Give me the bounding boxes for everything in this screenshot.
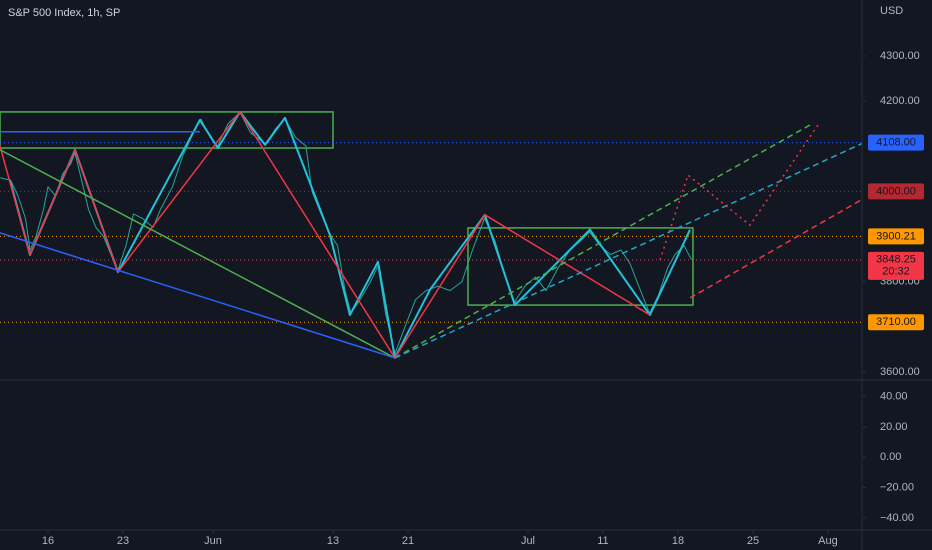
y-tick-label: 4200.00 (880, 95, 920, 107)
y-tick-label: 3600.00 (880, 366, 920, 378)
main-pane (0, 110, 862, 359)
price-label-bg (868, 314, 924, 331)
x-tick-label: 13 (327, 535, 339, 547)
price-label: 4000.00 (876, 185, 916, 197)
indicator-tick-label: −40.00 (880, 512, 914, 524)
box (467, 227, 694, 306)
price-label: 4108.00 (876, 137, 916, 149)
countdown-label: 20:32 (882, 266, 910, 278)
price-label-bg (868, 228, 924, 245)
price-label-bg (868, 183, 924, 200)
x-tick-label: 16 (42, 535, 54, 547)
indicator-tick-label: 0.00 (880, 451, 901, 463)
x-tick-label: Jul (521, 535, 535, 547)
line-series (0, 149, 396, 359)
x-tick-label: 11 (597, 535, 608, 547)
price-label: 3900.21 (876, 230, 916, 242)
currency-label: USD (880, 5, 903, 17)
indicator-tick-label: 40.00 (880, 391, 908, 403)
line-series (0, 111, 651, 359)
x-tick-label: Jun (204, 535, 222, 547)
line-series (689, 198, 862, 299)
line-series (394, 142, 862, 359)
price-label: 3710.00 (876, 316, 916, 328)
x-tick-label: Aug (818, 535, 838, 547)
price-label-bg (868, 134, 924, 151)
x-tick-label: 25 (747, 535, 759, 547)
y-tick-label: 4300.00 (880, 50, 920, 62)
line-series (0, 232, 396, 359)
box (0, 111, 334, 149)
x-tick-label: 21 (402, 535, 414, 547)
chart-title: S&P 500 Index, 1h, SP (8, 7, 120, 19)
price-label-bg (868, 251, 924, 280)
indicator-tick-label: 20.00 (880, 421, 908, 433)
price-label: 3848.25 (876, 254, 916, 266)
x-tick-label: 23 (117, 535, 129, 547)
x-tick-label: 18 (672, 535, 684, 547)
indicator-tick-label: −20.00 (880, 481, 914, 493)
